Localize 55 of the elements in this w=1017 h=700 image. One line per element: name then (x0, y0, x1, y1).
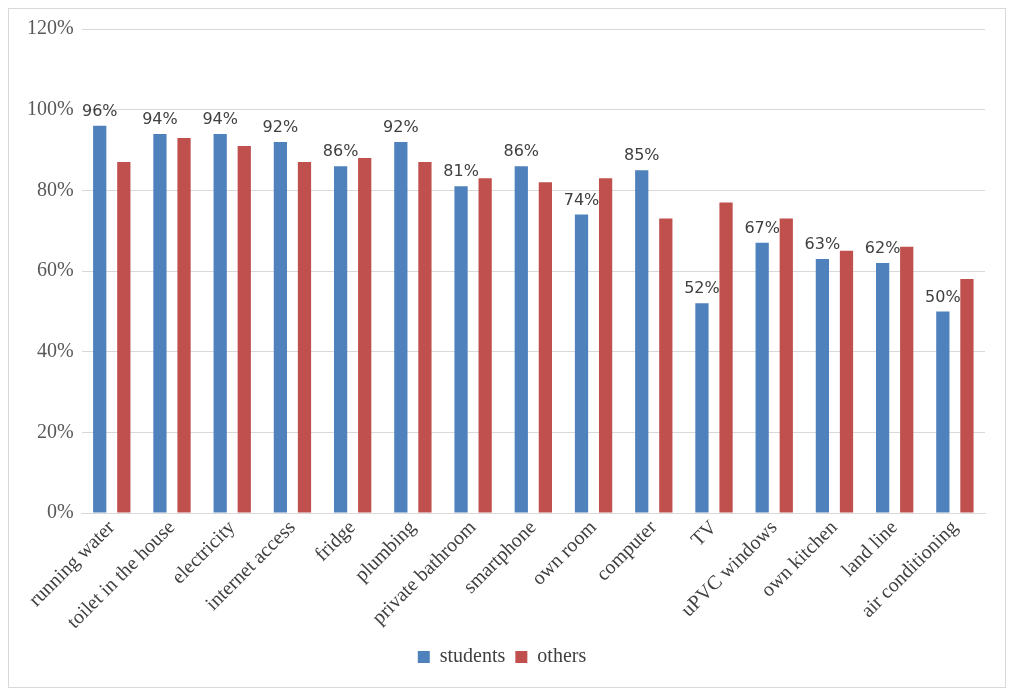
data-label: 86% (503, 141, 540, 161)
y-tick-label: 120% (26, 16, 74, 39)
data-label: 63% (804, 234, 841, 254)
y-tick-label: 0% (46, 500, 74, 523)
bar (598, 178, 613, 513)
bar (876, 262, 890, 513)
legend-label: students (439, 644, 506, 667)
bar (815, 258, 830, 513)
data-label: 92% (262, 117, 299, 137)
bar (454, 186, 468, 513)
data-label: 96% (81, 100, 118, 120)
bar (358, 158, 372, 513)
data-label: 92% (383, 117, 419, 137)
bar (719, 202, 733, 513)
data-label: 94% (142, 109, 178, 129)
y-tick-label: 20% (36, 419, 74, 442)
data-label: 81% (443, 161, 479, 181)
data-label: 62% (864, 238, 901, 258)
bar (900, 246, 914, 513)
bar (659, 218, 673, 513)
bar (514, 166, 528, 513)
y-tick-label: 80% (36, 177, 74, 200)
bar (213, 133, 227, 513)
bar (333, 166, 348, 513)
y-tick-label: 40% (36, 338, 74, 361)
bar (478, 178, 492, 513)
bar (237, 145, 251, 513)
data-label: 86% (322, 141, 359, 161)
x-tick-label: TV (686, 515, 721, 550)
bar (394, 141, 408, 513)
data-label: 85% (623, 145, 660, 165)
bar (418, 162, 432, 513)
y-tick-label: 100% (26, 96, 74, 119)
bar (273, 141, 288, 513)
bar (177, 137, 191, 513)
y-tick-label: 60% (36, 258, 74, 281)
data-label: 74% (563, 189, 600, 209)
data-label: 94% (202, 109, 238, 129)
data-label: 67% (744, 217, 780, 237)
legend-label: others (537, 644, 587, 667)
bar (779, 218, 793, 513)
bar (153, 133, 167, 513)
bar (755, 242, 769, 513)
bar (574, 214, 589, 513)
bar (297, 162, 312, 513)
bar (538, 182, 552, 513)
bar (960, 279, 974, 513)
bar (839, 250, 854, 513)
bar (635, 170, 649, 513)
bar (117, 162, 131, 513)
bar (93, 125, 107, 513)
bar (936, 311, 950, 513)
data-label: 50% (925, 286, 961, 306)
bar (695, 303, 709, 513)
data-label: 52% (684, 278, 720, 298)
